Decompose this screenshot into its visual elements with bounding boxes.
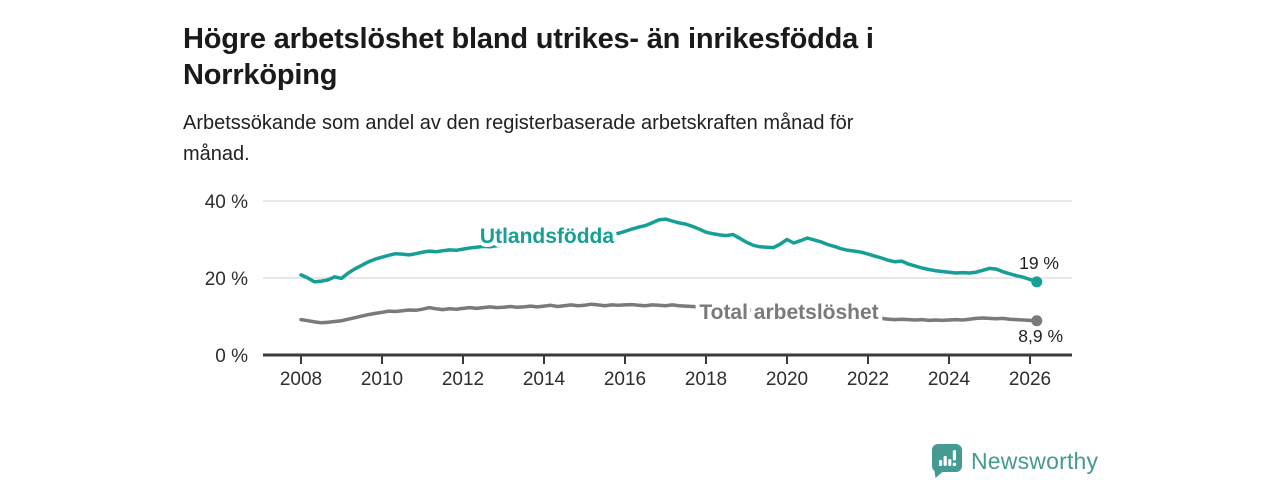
series-line-utlandsf-dda	[299, 217, 1039, 284]
x-tick-label: 2026	[1009, 369, 1051, 390]
series-line-total-arbetsl-shet	[299, 302, 1039, 325]
chart-title-line1: Högre arbetslöshet bland utrikes- än inr…	[183, 23, 874, 56]
logo-exclamation-bar	[952, 450, 956, 461]
series-label-total-arbetsl-shet: Total arbetslöshet	[699, 301, 878, 324]
chart-subtitle: Arbetssökande som andel av den registerb…	[183, 108, 1083, 170]
end-value-label-utlandsf-dda: 19 %	[1019, 253, 1059, 273]
x-tick-label: 2014	[523, 369, 566, 390]
newsworthy-logo: Newsworthy	[932, 444, 1098, 478]
newsworthy-logo-icon	[932, 444, 962, 478]
y-tick-label: 20 %	[205, 269, 248, 290]
y-tick-label: 40 %	[205, 192, 248, 213]
y-tick-label: 0 %	[215, 346, 248, 367]
x-tick-label: 2022	[847, 369, 889, 390]
x-tick-label: 2020	[766, 369, 808, 390]
x-tick-label: 2024	[928, 369, 971, 390]
series-label-utlandsf-dda: Utlandsfödda	[480, 225, 614, 248]
chart-title-line2: Norrköping	[183, 59, 338, 92]
x-tick-label: 2012	[442, 369, 484, 390]
series-end-dot-total-arbetsl-shet	[1031, 315, 1043, 327]
chart-subtitle-line1: Arbetssökande som andel av den registerb…	[183, 112, 854, 134]
x-tick-label: 2016	[604, 369, 646, 390]
logo-bar-medium	[948, 459, 952, 466]
logo-bar-small	[939, 460, 943, 466]
newsworthy-wordmark: Newsworthy	[971, 447, 1099, 474]
logo-bar-tall	[943, 456, 947, 466]
chart-title: Högre arbetslöshet bland utrikes- än inr…	[183, 21, 1083, 93]
chart-subtitle-line2: månad.	[183, 143, 250, 165]
end-value-label-total-arbetsl-shet: 8,9 %	[1018, 326, 1063, 346]
x-tick-label: 2010	[361, 369, 403, 390]
x-tick-label: 2008	[280, 369, 322, 390]
x-tick-label: 2018	[685, 369, 727, 390]
series-end-dot-utlandsf-dda	[1031, 276, 1043, 288]
logo-exclamation-dot	[952, 462, 957, 467]
